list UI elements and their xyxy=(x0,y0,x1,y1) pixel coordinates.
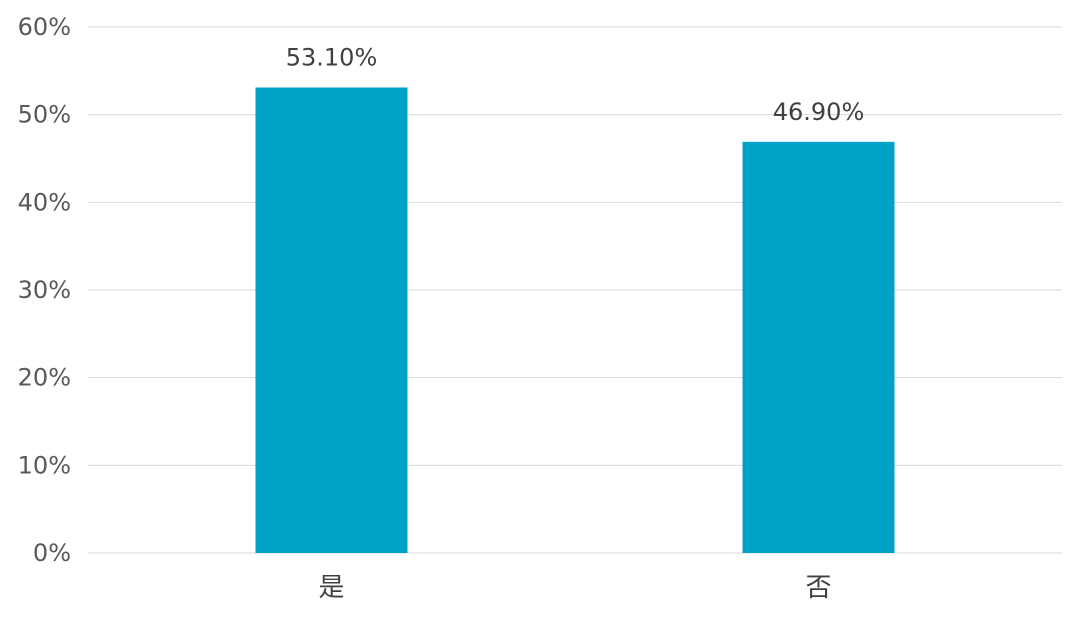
y-axis-tick-labels: 0% 10% 20% 30% 40% 50% 60% xyxy=(18,13,71,567)
bars xyxy=(255,87,895,554)
x-axis-category-labels: 是否 xyxy=(318,573,831,603)
y-tick-label: 10% xyxy=(18,451,71,479)
data-label: 53.10% xyxy=(286,43,378,71)
data-label: 46.90% xyxy=(773,98,865,126)
x-category-label: 是 xyxy=(318,573,344,603)
data-labels: 53.10% 46.90% xyxy=(286,43,865,125)
x-category-label: 否 xyxy=(805,573,831,603)
y-tick-label: 0% xyxy=(33,539,71,567)
bar xyxy=(255,87,408,554)
y-tick-label: 60% xyxy=(18,13,71,41)
gridlines xyxy=(88,26,1062,554)
y-tick-label: 30% xyxy=(18,276,71,304)
y-tick-label: 40% xyxy=(18,188,71,216)
y-tick-label: 50% xyxy=(18,101,71,129)
bar xyxy=(742,141,895,554)
y-tick-label: 20% xyxy=(18,364,71,392)
